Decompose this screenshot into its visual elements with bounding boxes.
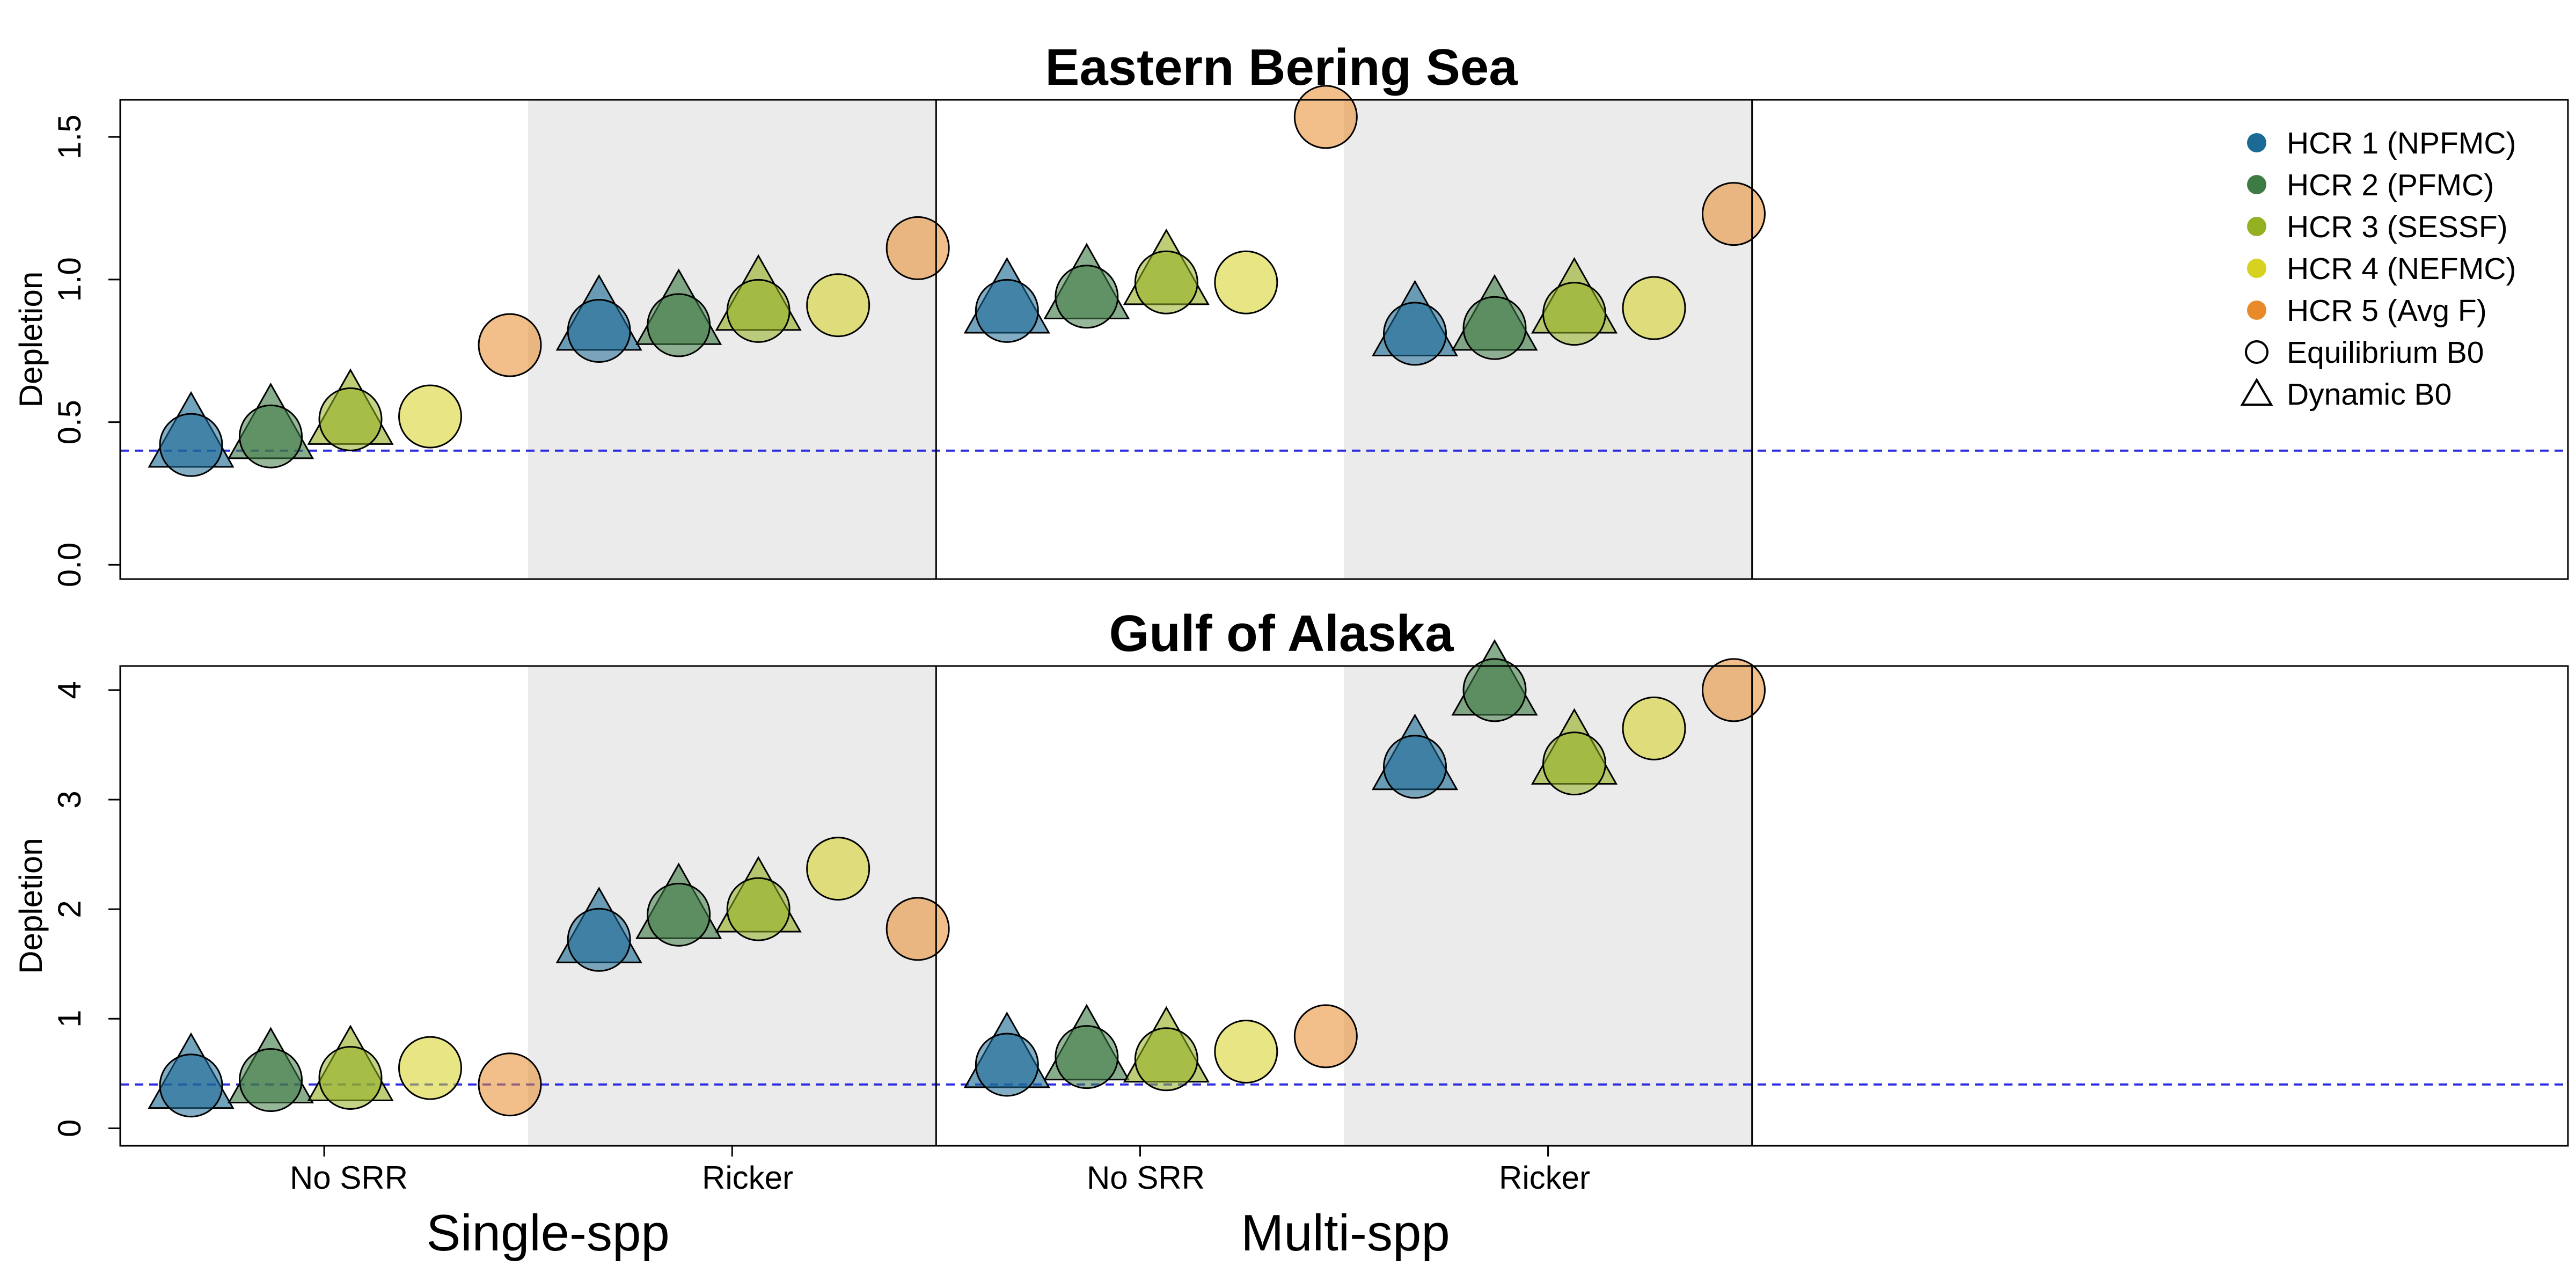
equilibrium-b0-marker [239,1048,303,1113]
legend-entry: HCR 2 (PFMC) [2247,168,2494,202]
legend-label: Equilibrium B0 [2287,335,2484,370]
equilibrium-b0-marker [398,384,462,449]
equilibrium-b0-marker [975,1033,1039,1097]
equilibrium-b0-marker [647,882,711,947]
x-tick-label: Ricker [702,1160,793,1196]
panels: Eastern Bering Sea Depletion 0.0 0.5 1.0 1.5 G… [13,39,2569,1157]
legend-label: HCR 5 (Avg F) [2287,294,2487,328]
equilibrium-b0-marker [1542,731,1606,796]
equilibrium-b0-marker [318,387,383,451]
x-group-label-single-spp: Single-spp [426,1204,670,1262]
equilibrium-b0-marker [1462,296,1527,360]
equilibrium-b0-marker [885,216,950,280]
y-axis-label: Depletion [13,272,49,408]
equilibrium-b0-marker [806,273,870,338]
equilibrium-b0-marker [1702,658,1766,722]
plot-frame [119,99,2569,580]
legend-entry: Dynamic B0 [2240,377,2451,412]
equilibrium-b0-marker [1293,85,1358,149]
equilibrium-b0-marker [478,313,542,377]
legend-marker-filled-circle [2247,217,2266,236]
legend-entry: HCR 4 (NEFMC) [2247,252,2516,286]
panel-2: Gulf of Alaska Depletion 0 1 2 3 4 [13,605,2569,1157]
y-tick-label: 1.0 [52,257,87,302]
x-tick-label: No SRR [290,1160,408,1196]
equilibrium-b0-marker [726,877,791,941]
equilibrium-b0-marker [1134,1027,1198,1092]
legend-marker-open-circle [2245,340,2268,364]
equilibrium-b0-marker [1055,1025,1119,1089]
panel-title: Gulf of Alaska [1109,605,1454,662]
equilibrium-b0-marker [1462,658,1527,722]
legend-label: Dynamic B0 [2287,377,2451,412]
y-tick-label: 4 [52,681,87,699]
y-tick-label: 3 [52,791,87,808]
equilibrium-b0-marker [885,897,950,961]
legend-entry: HCR 5 (Avg F) [2247,294,2487,328]
equilibrium-b0-marker [726,279,791,343]
y-tick-label: 0.0 [52,543,87,587]
x-group-label-multi-spp: Multi-spp [1241,1204,1450,1262]
legend-entry: HCR 1 (NPFMC) [2247,126,2516,160]
equilibrium-b0-marker [647,293,711,357]
y-tick-label: 2 [52,900,87,918]
equilibrium-b0-marker [1622,276,1686,340]
y-axis-label: Depletion [13,838,49,974]
x-tick-label: Ricker [1499,1160,1590,1196]
equilibrium-b0-marker [1134,250,1198,314]
x-tick-label: No SRR [1087,1160,1205,1196]
equilibrium-b0-marker [1383,735,1447,799]
y-tick-label: 0 [52,1119,87,1137]
legend: HCR 1 (NPFMC) HCR 2 (PFMC) HCR 3 (SESSF) HC… [2240,126,2516,412]
legend-marker-filled-circle [2247,133,2266,152]
equilibrium-b0-marker [1214,1019,1278,1084]
panel-1: Eastern Bering Sea Depletion 0.0 0.5 1.0 1.5 [13,39,2569,587]
equilibrium-b0-marker [398,1036,462,1100]
legend-label: HCR 1 (NPFMC) [2287,126,2516,160]
equilibrium-b0-marker [1702,182,1766,246]
legend-marker-open-triangle [2240,378,2273,406]
legend-label: HCR 4 (NEFMC) [2287,252,2516,286]
equilibrium-b0-marker [239,404,303,469]
plot-frame [119,665,2569,1147]
equilibrium-b0-marker [1542,282,1606,346]
x-axis: No SRR Ricker No SRR Ricker Single-spp M… [290,1160,1590,1262]
equilibrium-b0-marker [159,1053,223,1118]
equilibrium-b0-marker [806,837,870,901]
equilibrium-b0-marker [159,413,223,477]
y-tick-label: 0.5 [52,400,87,444]
legend-entry: HCR 3 (SESSF) [2247,210,2508,244]
equilibrium-b0-marker [1055,265,1119,329]
equilibrium-b0-marker [478,1052,542,1117]
legend-marker-filled-circle [2247,175,2266,194]
legend-marker-filled-circle [2247,301,2266,320]
equilibrium-b0-marker [975,279,1039,343]
equilibrium-b0-marker [567,299,631,363]
legend-marker-filled-circle [2247,259,2266,278]
equilibrium-b0-marker [1383,302,1447,366]
equilibrium-b0-marker [1293,1004,1358,1069]
y-tick-label: 1.5 [52,114,87,159]
panel-title: Eastern Bering Sea [1045,39,1518,96]
equilibrium-b0-marker [318,1045,383,1110]
equilibrium-b0-marker [567,908,631,972]
legend-label: HCR 2 (PFMC) [2287,168,2494,202]
equilibrium-b0-marker [1214,250,1278,314]
equilibrium-b0-marker [1622,696,1686,760]
legend-entry: Equilibrium B0 [2245,335,2484,370]
legend-label: HCR 3 (SESSF) [2287,210,2508,244]
y-tick-label: 1 [52,1010,87,1028]
